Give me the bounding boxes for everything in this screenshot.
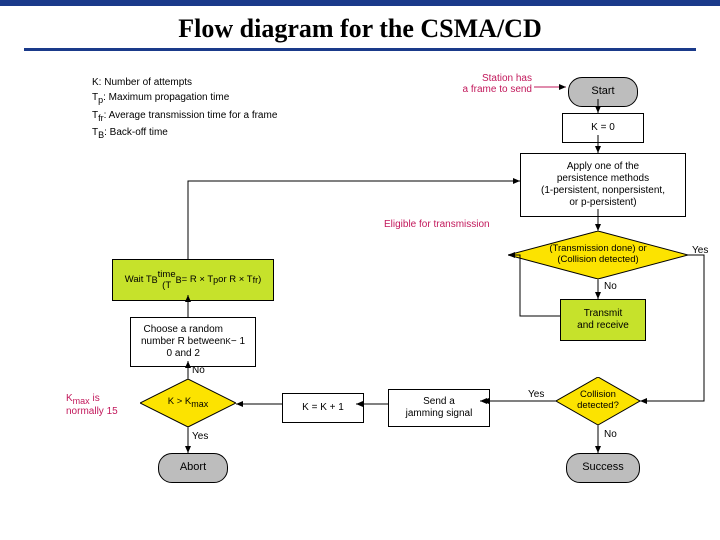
flowchart-canvas: K: Number of attempts Tp: Maximum propag… xyxy=(0,55,720,535)
annot-eligible: Eligible for transmission xyxy=(384,219,490,230)
node-txrx: Transmitand receive xyxy=(560,299,646,341)
page-title: Flow diagram for the CSMA/CD xyxy=(0,6,720,48)
legend-line: Tfr: Average transmission time for a fra… xyxy=(92,108,277,126)
label-kmax-yes: Yes xyxy=(192,431,208,442)
node-coll: Collisiondetected? xyxy=(556,377,640,425)
node-persist: Apply one of thepersistence methods(1-pe… xyxy=(520,153,686,217)
node-start: Start xyxy=(568,77,638,107)
node-abort: Abort xyxy=(158,453,228,483)
annot-kmax: Kmax isnormally 15 xyxy=(66,393,118,417)
node-jam: Send ajamming signal xyxy=(388,389,490,427)
node-success: Success xyxy=(566,453,640,483)
label-kmax-no: No xyxy=(192,365,205,376)
annot-station: Station hasa frame to send xyxy=(432,73,532,95)
legend-block: K: Number of attempts Tp: Maximum propag… xyxy=(92,75,277,143)
legend-line: TB: Back-off time xyxy=(92,125,277,143)
header-underline xyxy=(24,48,696,51)
legend-line: Tp: Maximum propagation time xyxy=(92,90,277,108)
node-k0: K = 0 xyxy=(562,113,644,143)
label-txdone-no: No xyxy=(604,281,617,292)
node-rand: Choose a randomnumber R between0 and 2K … xyxy=(130,317,256,367)
label-coll-yes: Yes xyxy=(528,389,544,400)
node-kinc: K = K + 1 xyxy=(282,393,364,423)
node-txdone: (Transmission done) or(Collision detecte… xyxy=(508,231,688,279)
legend-line: K: Number of attempts xyxy=(92,75,277,90)
label-coll-no: No xyxy=(604,429,617,440)
node-wait: Wait TB time(TB = R × Tp or R × Tfr) xyxy=(112,259,274,301)
label-txdone-yes: Yes xyxy=(692,245,708,256)
node-kmaxd: K > Kmax xyxy=(140,379,236,427)
